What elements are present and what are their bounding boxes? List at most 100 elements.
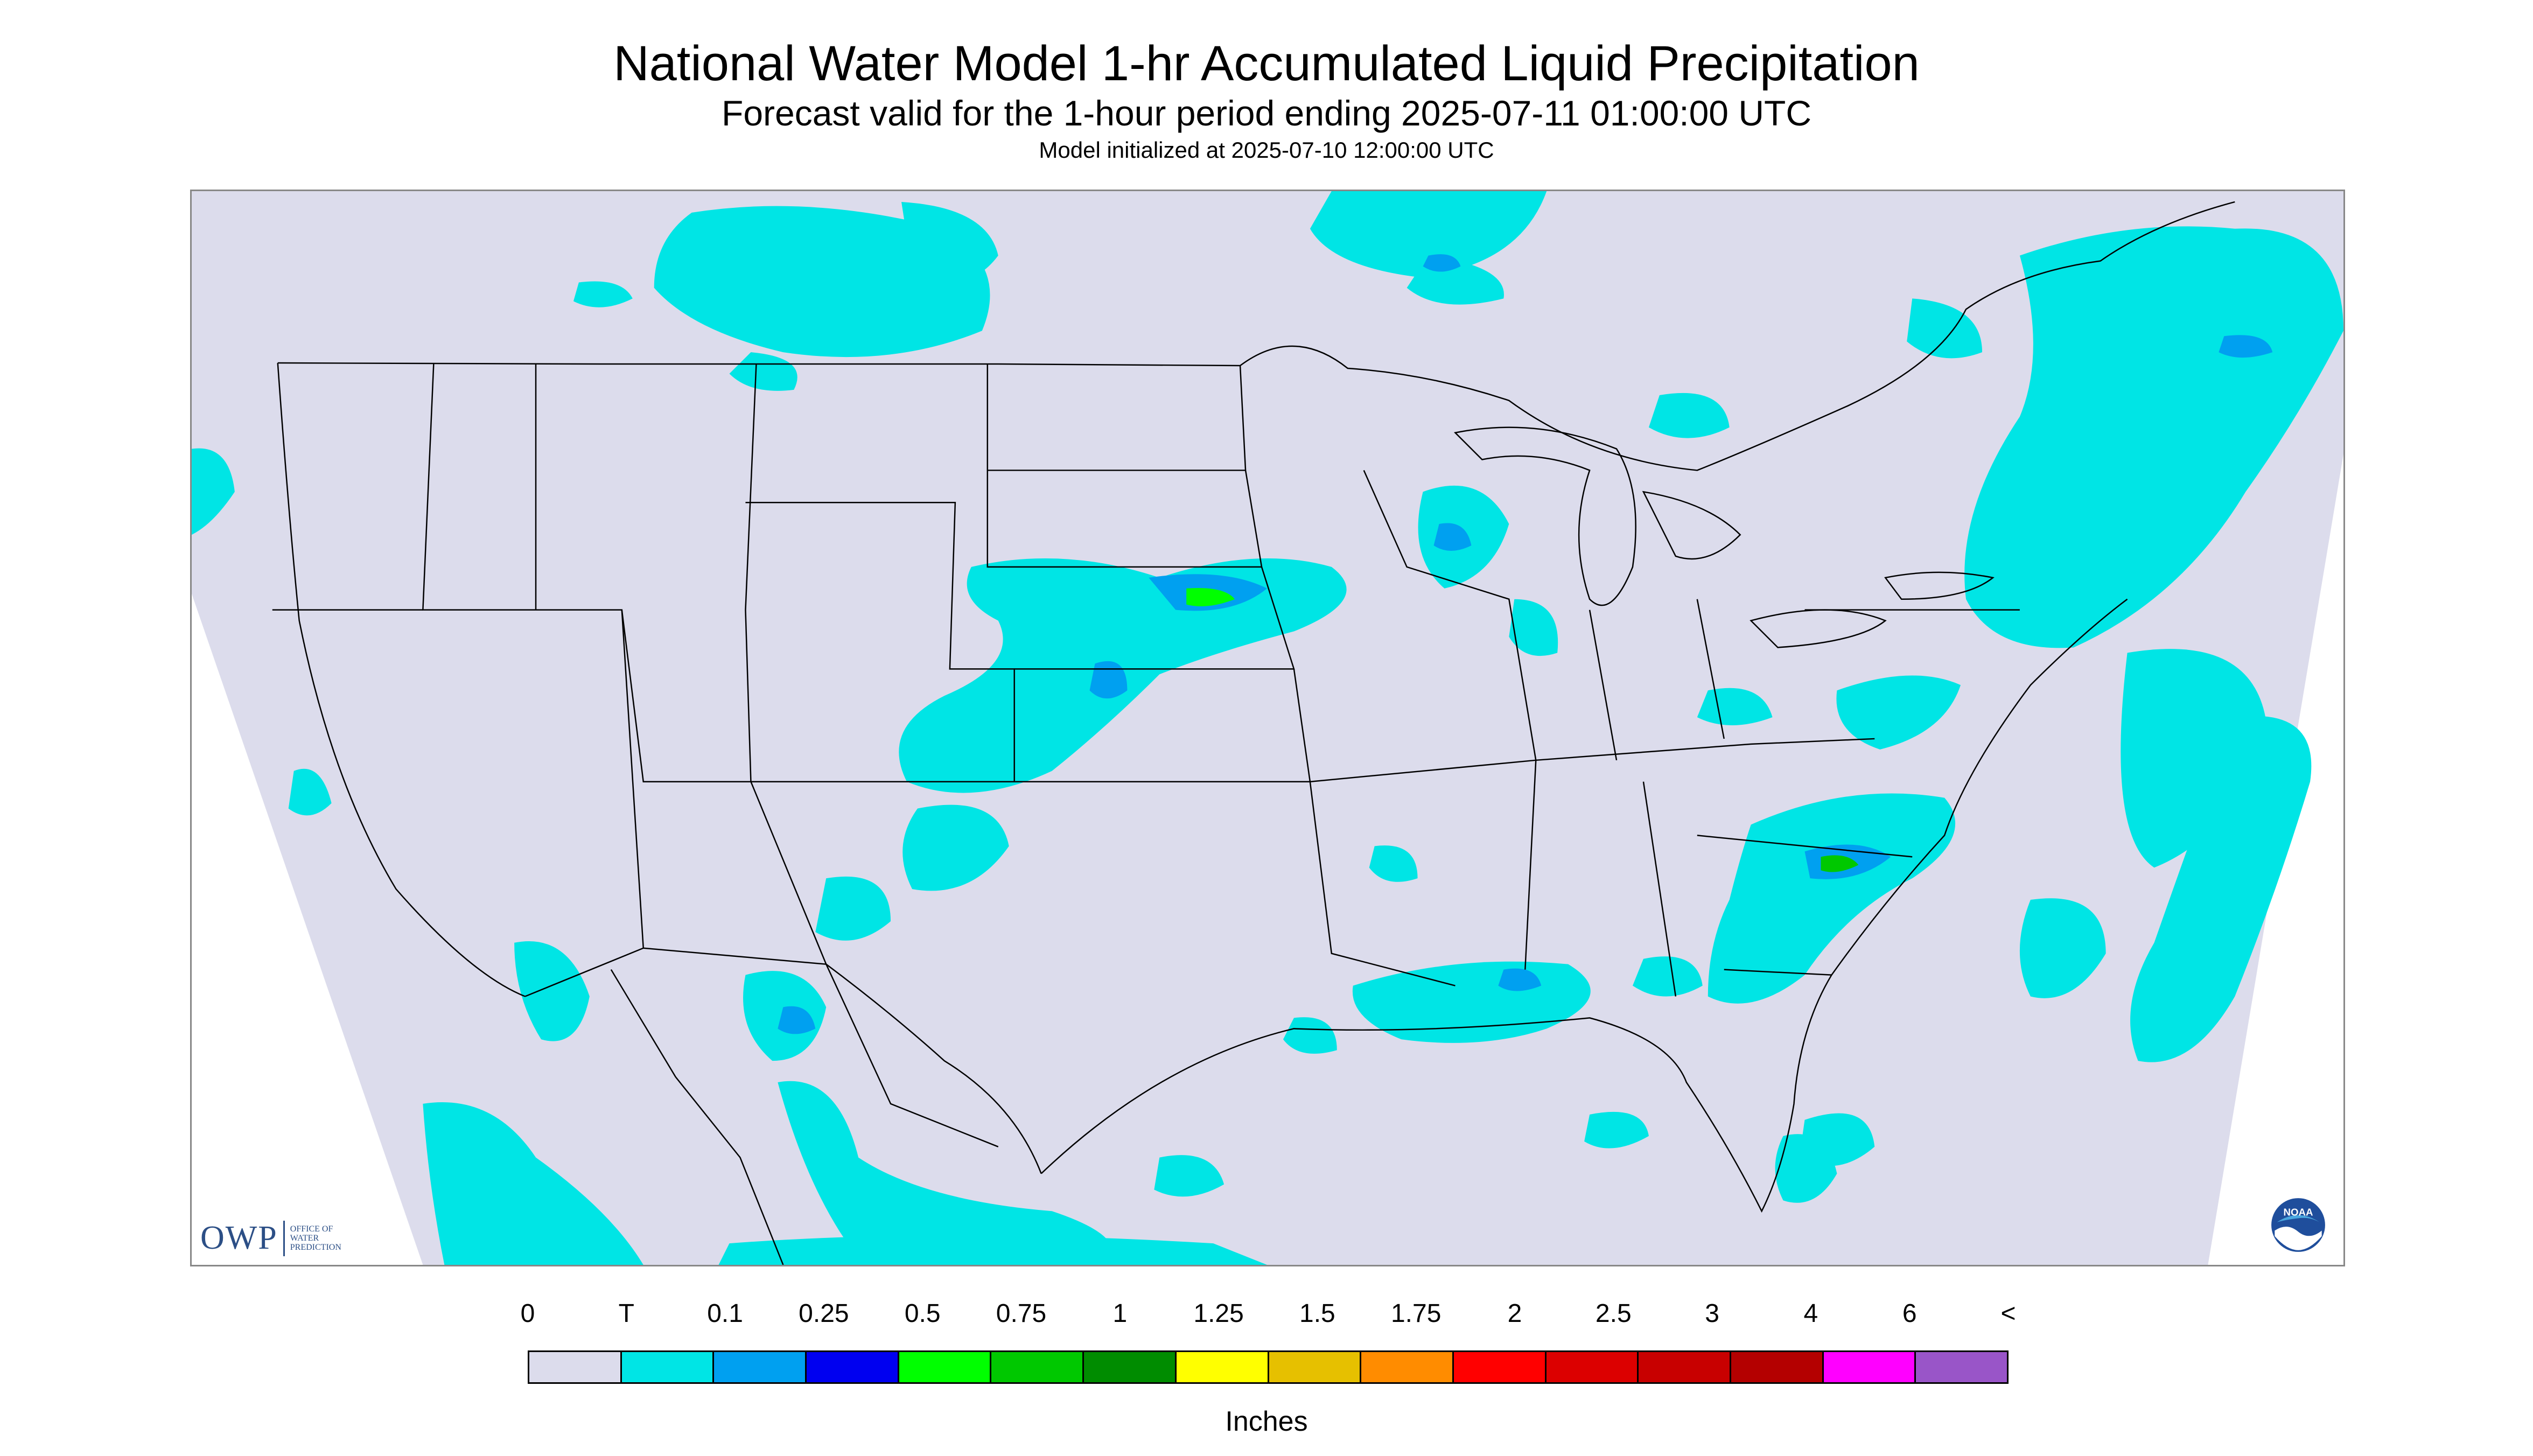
precip-area — [815, 876, 891, 941]
state-line — [1524, 760, 1537, 970]
legend-label: 0.5 — [904, 1299, 941, 1328]
legend-swatch — [1731, 1352, 1824, 1382]
great-lakes — [1642, 491, 1741, 560]
legend-swatch — [621, 1352, 715, 1382]
legend-label: 3 — [1705, 1299, 1719, 1328]
model-init-line: Model initialized at 2025-07-10 12:00:00… — [1039, 137, 1494, 163]
state-line — [745, 502, 1015, 782]
precip-area — [1369, 845, 1418, 882]
heavy-precip-layer — [778, 254, 2273, 1034]
precip-area — [1283, 1017, 1337, 1054]
precip-area — [729, 352, 797, 391]
legend-swatch — [991, 1352, 1084, 1382]
precip-area — [1154, 1155, 1224, 1197]
legend-swatch — [1361, 1352, 1454, 1382]
legend-swatch — [1823, 1352, 1916, 1382]
legend-unit-label: Inches — [1225, 1406, 1308, 1437]
noaa-logo-text: NOAA — [2283, 1206, 2313, 1217]
owp-logo: OWP OFFICE OF WATER PREDICTION — [200, 1219, 341, 1257]
owp-logo-divider — [283, 1220, 285, 1256]
legend-swatch — [1639, 1352, 1731, 1382]
mexico-border — [524, 947, 1042, 1174]
legend-swatch — [1269, 1352, 1362, 1382]
precip-core — [1423, 254, 1461, 272]
precip-area — [1836, 675, 1961, 750]
legend-label: 0.75 — [996, 1299, 1047, 1328]
state-line — [1363, 470, 1537, 761]
precip-area — [901, 201, 998, 282]
state-line — [1724, 969, 1832, 976]
precip-area — [1584, 1111, 1649, 1149]
legend-label: 2.5 — [1595, 1299, 1632, 1328]
noaa-logo: NOAA — [2271, 1198, 2325, 1252]
legend-swatch — [1546, 1352, 1639, 1382]
legend-swatch — [714, 1352, 807, 1382]
great-lakes — [1884, 571, 1995, 600]
state-line — [1239, 365, 1263, 568]
legend-label: 0 — [520, 1299, 535, 1328]
owp-sub-line: PREDICTION — [290, 1243, 341, 1252]
precip-core — [778, 1006, 816, 1034]
owp-logo-text: OWP — [200, 1220, 278, 1256]
canada-border — [277, 201, 2235, 471]
precip-area — [1648, 393, 1730, 438]
legend-swatch — [1453, 1352, 1547, 1382]
state-line — [1293, 669, 1311, 782]
west-coast — [277, 362, 526, 997]
legend-label: 0.25 — [799, 1299, 849, 1328]
precipitation-map: OWP OFFICE OF WATER PREDICTION NOAA — [190, 190, 2345, 1266]
legend-swatch — [529, 1352, 622, 1382]
precip-area — [192, 448, 235, 535]
mexico-line — [610, 969, 784, 1265]
legend-label: 0.1 — [707, 1299, 743, 1328]
legend-color-bar — [528, 1350, 2009, 1384]
legend-label: 4 — [1803, 1299, 1818, 1328]
legend-swatch — [807, 1352, 899, 1382]
precip-area — [718, 1235, 1268, 1265]
legend-labels: 0 T 0.1 0.25 0.5 0.75 1 1.25 1.5 1.75 2 2.5 3 4 6 < — [512, 1299, 2019, 1336]
precip-core — [2219, 335, 2273, 358]
mexico-line — [825, 964, 999, 1147]
map-canvas — [192, 191, 2343, 1265]
precip-area — [1310, 191, 1547, 277]
precip-core — [1821, 855, 1859, 872]
precip-area — [1964, 226, 2343, 648]
legend-label: 6 — [1902, 1299, 1917, 1328]
precip-area — [1708, 793, 1956, 1004]
legend-label: < — [2000, 1299, 2016, 1328]
legend-swatch — [899, 1352, 992, 1382]
precip-area — [423, 1102, 643, 1265]
owp-logo-subtext: OFFICE OF WATER PREDICTION — [290, 1224, 341, 1252]
legend-swatch — [1176, 1352, 1269, 1382]
precip-area — [514, 941, 590, 1041]
state-line — [1014, 781, 1456, 986]
precip-area — [1775, 1134, 1837, 1203]
precip-core — [1186, 587, 1235, 607]
precip-area — [1509, 599, 1558, 656]
precip-core — [1089, 661, 1128, 699]
state-line — [1589, 610, 1618, 761]
map-domain — [192, 191, 2343, 1265]
state-line — [745, 363, 827, 965]
legend-label: 2 — [1507, 1299, 1522, 1328]
state-line — [422, 363, 644, 948]
owp-sub-line: WATER — [290, 1234, 319, 1243]
state-line — [1642, 781, 1677, 997]
precip-area — [2130, 716, 2312, 1062]
precip-area — [1632, 956, 1703, 997]
legend-label: 1.25 — [1193, 1299, 1244, 1328]
legend-label: 1.75 — [1390, 1299, 1442, 1328]
map-title: National Water Model 1-hr Accumulated Li… — [613, 36, 1920, 91]
great-lakes — [1453, 426, 1636, 606]
forecast-valid-subtitle: Forecast valid for the 1-hour period end… — [722, 93, 1811, 133]
legend-swatch — [1084, 1352, 1177, 1382]
precip-area — [654, 206, 990, 358]
precip-area — [778, 1081, 1112, 1265]
legend-label: 1 — [1112, 1299, 1128, 1328]
state-line — [1696, 599, 1725, 739]
precip-area — [902, 804, 1009, 891]
precip-area — [288, 768, 332, 816]
precip-core — [1498, 968, 1542, 991]
legend-label: T — [618, 1299, 634, 1328]
precip-core — [1433, 523, 1472, 551]
